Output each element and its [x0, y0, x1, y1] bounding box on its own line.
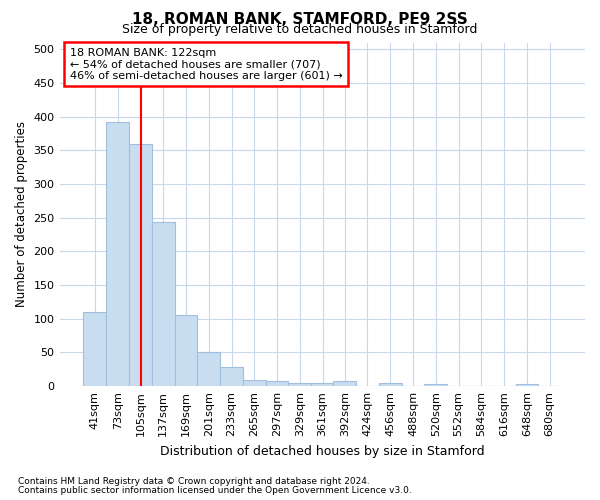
Bar — [424, 384, 447, 386]
Bar — [197, 352, 220, 386]
Text: 18, ROMAN BANK, STAMFORD, PE9 2SS: 18, ROMAN BANK, STAMFORD, PE9 2SS — [132, 12, 468, 28]
Bar — [83, 312, 106, 386]
Bar — [220, 366, 243, 386]
Text: Size of property relative to detached houses in Stamford: Size of property relative to detached ho… — [122, 22, 478, 36]
Bar — [289, 383, 311, 386]
Bar — [515, 384, 538, 386]
Text: Contains public sector information licensed under the Open Government Licence v3: Contains public sector information licen… — [18, 486, 412, 495]
Bar — [106, 122, 129, 386]
X-axis label: Distribution of detached houses by size in Stamford: Distribution of detached houses by size … — [160, 444, 485, 458]
Bar — [311, 383, 334, 386]
Bar — [379, 384, 401, 386]
Bar — [129, 144, 152, 386]
Bar — [334, 381, 356, 386]
Bar — [152, 222, 175, 386]
Bar — [175, 316, 197, 386]
Text: 18 ROMAN BANK: 122sqm
← 54% of detached houses are smaller (707)
46% of semi-det: 18 ROMAN BANK: 122sqm ← 54% of detached … — [70, 48, 343, 81]
Bar — [243, 380, 266, 386]
Bar — [266, 381, 289, 386]
Y-axis label: Number of detached properties: Number of detached properties — [15, 122, 28, 308]
Text: Contains HM Land Registry data © Crown copyright and database right 2024.: Contains HM Land Registry data © Crown c… — [18, 477, 370, 486]
